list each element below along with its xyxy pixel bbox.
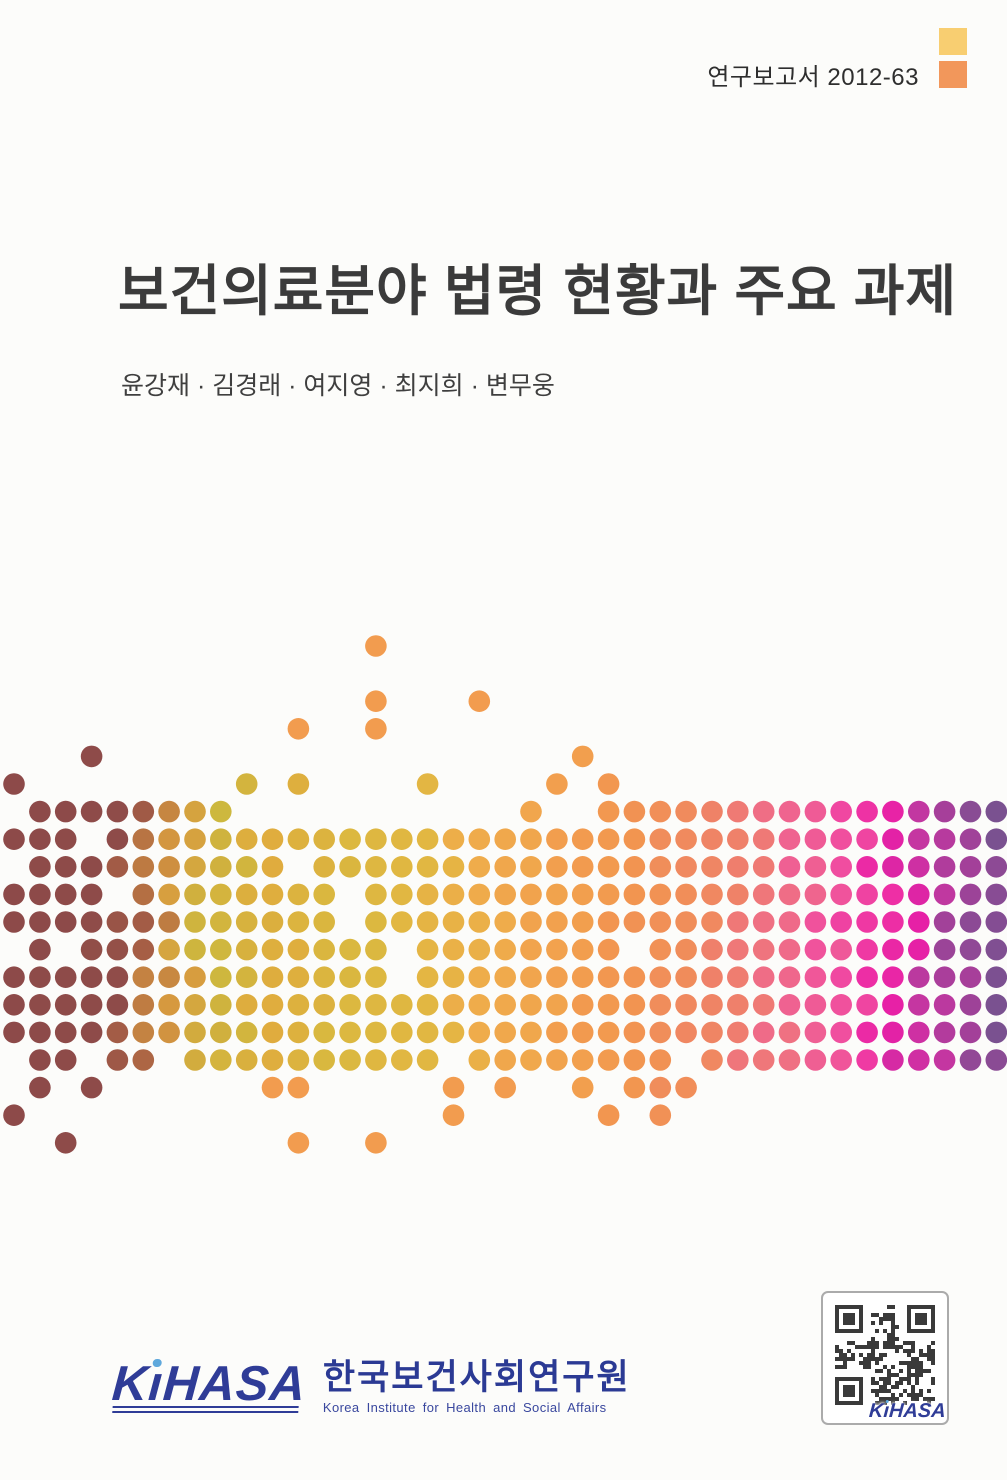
institute-name-block: 한국보건사회연구원 Korea Institute for Health and… <box>322 1358 631 1415</box>
corner-color-squares <box>939 28 967 94</box>
orange-square <box>939 61 967 88</box>
kihasa-wordmark: Kı HASA <box>110 1357 309 1413</box>
qr-code: Kı HASA <box>821 1291 949 1425</box>
qr-modules <box>835 1305 935 1405</box>
wordmark-underline-strokes <box>112 1406 299 1413</box>
institute-english-name: Korea Institute for Health and Social Af… <box>322 1399 607 1415</box>
authors-line: 윤강재 · 김경래 · 여지영 · 최지희 · 변무웅 <box>121 372 555 400</box>
institute-korean-name: 한국보건사회연구원 <box>322 1358 631 1397</box>
report-number-label: 연구보고서 2012-63 <box>707 64 919 91</box>
qr-kihasa-label: Kı HASA <box>868 1399 947 1422</box>
cover-title: 보건의료분야 법령 현황과 주요 과제 <box>118 260 958 322</box>
i-dot <box>152 1359 162 1368</box>
kihasa-logo: Kı HASA 한국보건사회연구원 Korea Institute for Hea… <box>110 1357 631 1415</box>
i-dot <box>885 1399 890 1403</box>
yellow-square <box>939 28 967 55</box>
